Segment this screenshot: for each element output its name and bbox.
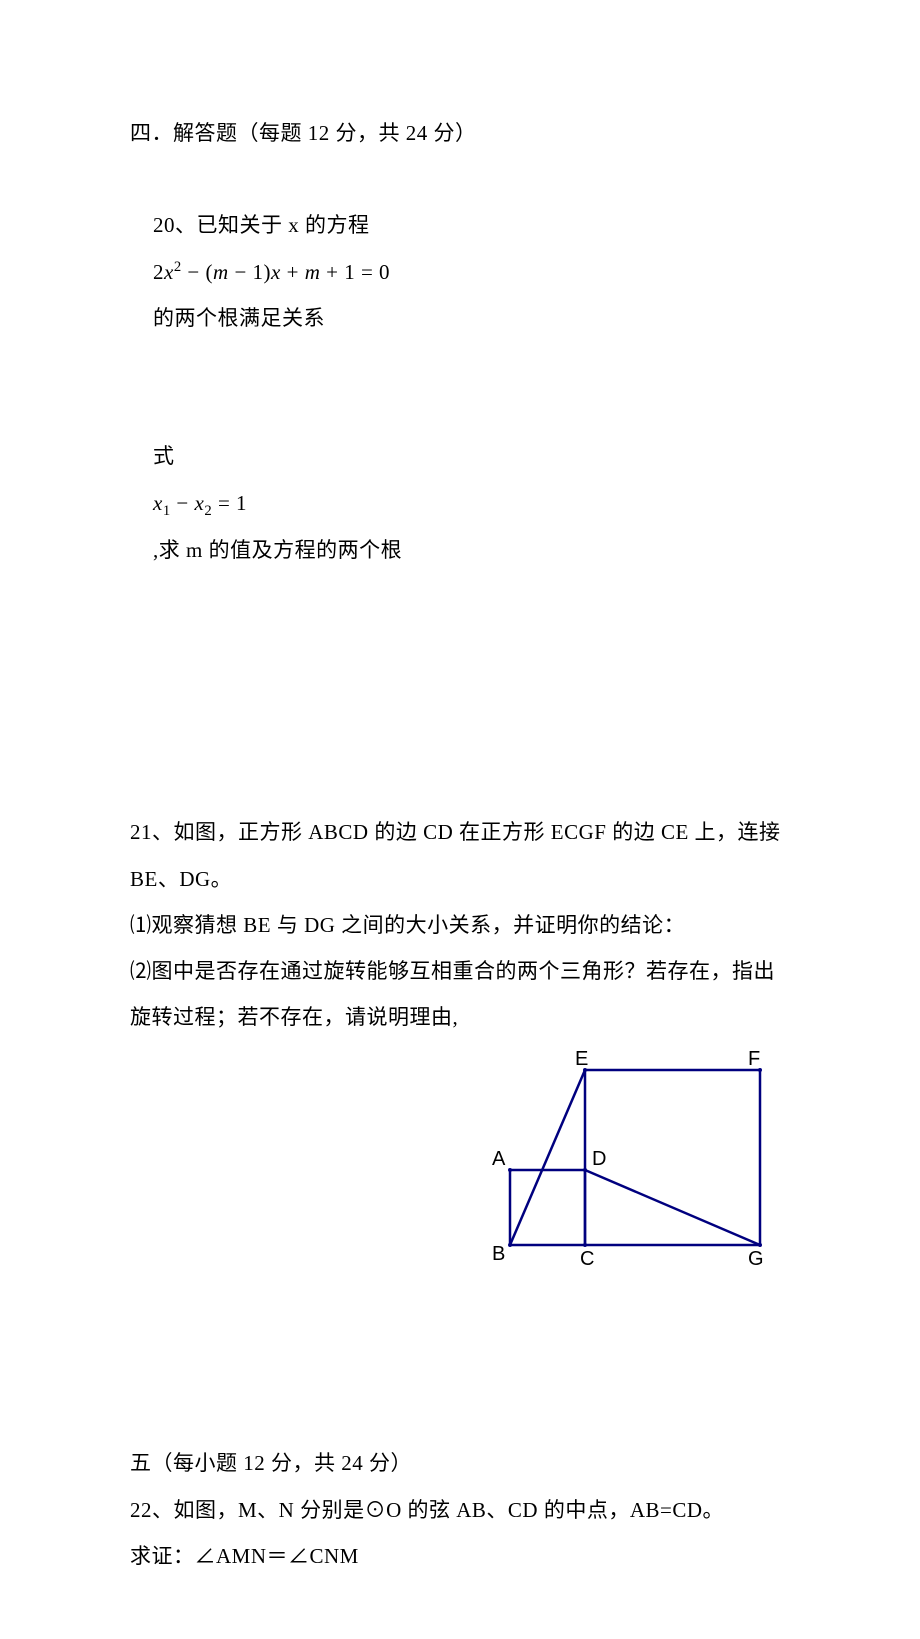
q21-line3: ⑴观察猜想 BE 与 DG 之间的大小关系，并证明你的结论：	[130, 902, 790, 948]
q21-line2: BE、DG。	[130, 856, 790, 902]
svg-text:D: D	[592, 1148, 606, 1170]
q22-line1: 22、如图，M、N 分别是⊙O 的弦 AB、CD 的中点，AB=CD。	[130, 1487, 790, 1533]
q21-figure: A B C D E F G	[470, 1050, 770, 1270]
spacer	[130, 619, 790, 809]
section4-heading: 四．解答题（每题 12 分，共 24 分）	[130, 110, 790, 156]
q20-prefix: 20、已知关于 x 的方程	[153, 213, 370, 237]
svg-text:F: F	[748, 1050, 760, 1070]
q21-line4: ⑵图中是否存在通过旋转能够互相重合的两个三角形？若存在，指出	[130, 948, 790, 994]
q20-suffix: 的两个根满足关系	[153, 306, 325, 330]
svg-text:G: G	[748, 1248, 764, 1270]
q20-relation: x1 − x2 = 1	[153, 491, 247, 515]
q21-line5: 旋转过程；若不存在，请说明理由,	[130, 994, 790, 1040]
svg-text:E: E	[575, 1050, 588, 1070]
q22-line2: 求证：∠AMN＝∠CNM	[130, 1533, 790, 1579]
svg-text:A: A	[492, 1148, 506, 1170]
q21-line1: 21、如图，正方形 ABCD 的边 CD 在正方形 ECGF 的边 CE 上，连…	[130, 809, 790, 855]
spacer	[130, 1270, 790, 1440]
svg-text:B: B	[492, 1243, 505, 1265]
q20-equation: 2x2 − (m − 1)x + m + 1 = 0	[153, 260, 390, 284]
exam-page: 四．解答题（每题 12 分，共 24 分） 20、已知关于 x 的方程 2x2 …	[0, 0, 920, 1639]
section5-heading: 五（每小题 12 分，共 24 分）	[130, 1440, 790, 1486]
q20-line1: 20、已知关于 x 的方程 2x2 − (m − 1)x + m + 1 = 0…	[130, 156, 790, 387]
q21-figure-wrap: A B C D E F G	[130, 1050, 790, 1270]
q20-line2: 式 x1 − x2 = 1 ,求 m 的值及方程的两个根	[130, 387, 790, 619]
q20-line2-prefix: 式	[153, 444, 175, 468]
q20-line2-suffix: ,求 m 的值及方程的两个根	[153, 538, 402, 562]
svg-text:C: C	[580, 1248, 594, 1270]
